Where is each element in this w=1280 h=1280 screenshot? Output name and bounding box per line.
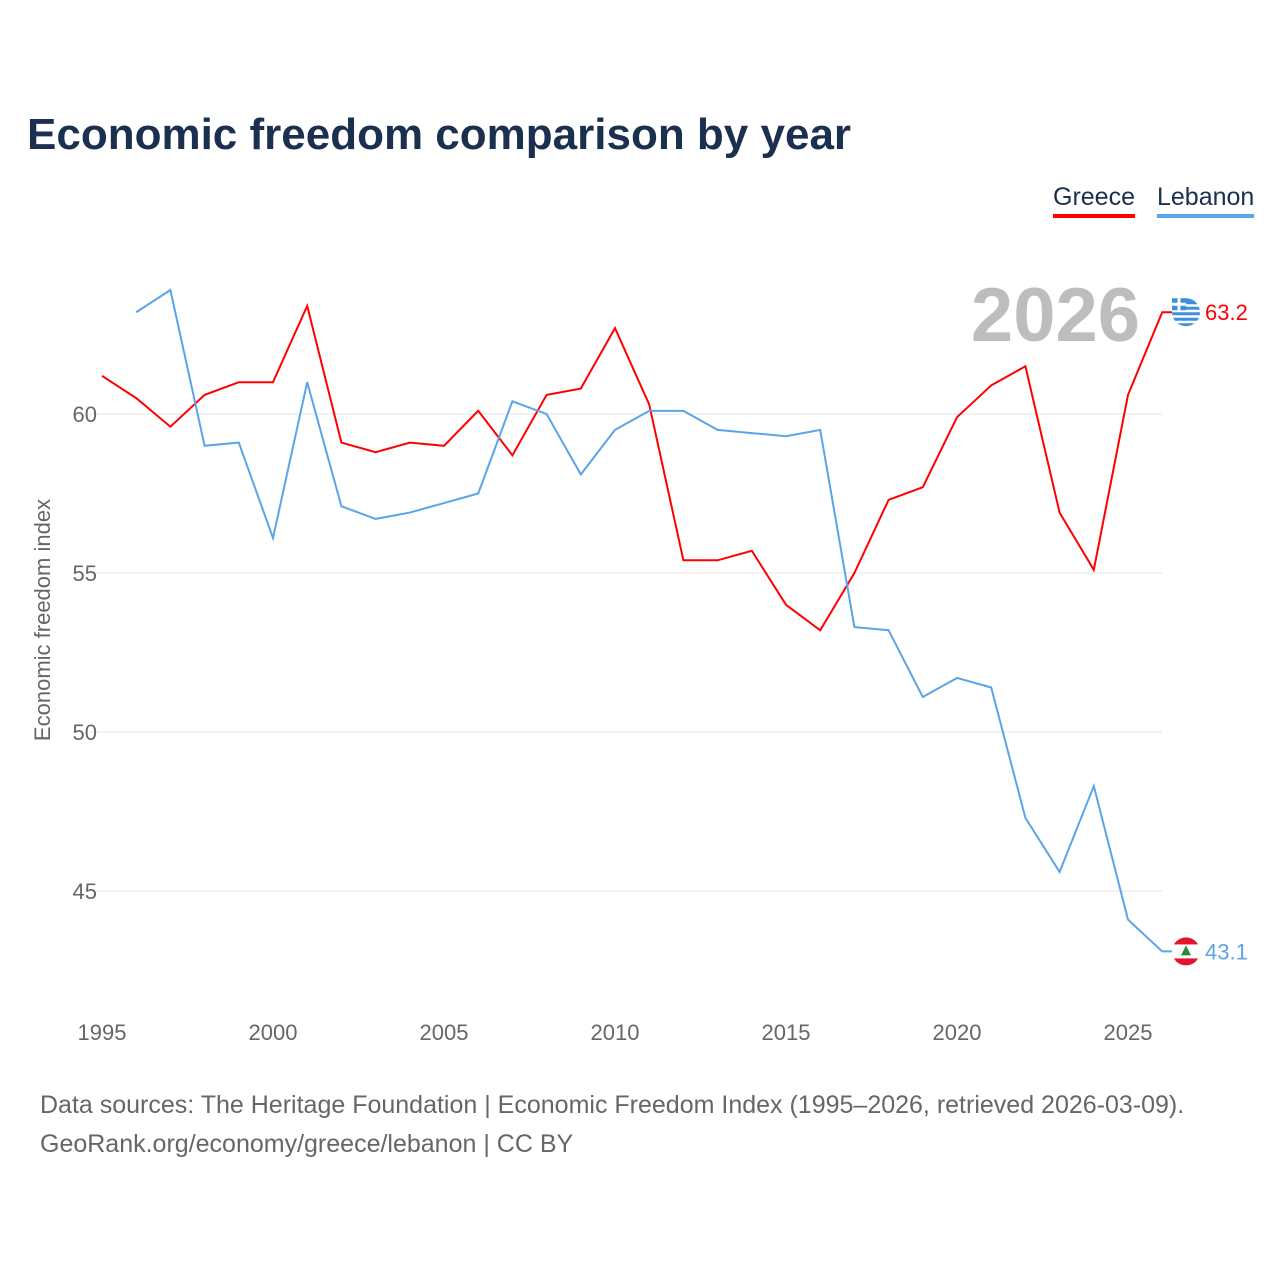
x-tick-label: 2010 xyxy=(591,1020,640,1045)
series-line-lebanon xyxy=(135,288,1172,953)
flag-stripe xyxy=(1172,309,1200,313)
x-tick-label: 2025 xyxy=(1104,1020,1153,1045)
flag-stripe xyxy=(1172,315,1200,318)
y-tick-label: 55 xyxy=(73,561,97,586)
year-label: 2026 xyxy=(971,273,1140,358)
x-tick-label: 2020 xyxy=(933,1020,982,1045)
end-value-label-lebanon: 43.1 xyxy=(1205,939,1248,964)
y-axis-label: Economic freedom index xyxy=(30,499,55,741)
source-line-1: Data sources: The Heritage Foundation | … xyxy=(40,1091,1185,1119)
end-value-label-greece: 63.2 xyxy=(1205,300,1248,325)
source-line-2[interactable]: GeoRank.org/economy/greece/lebanon | CC … xyxy=(40,1130,574,1158)
cedar-icon xyxy=(1181,945,1191,956)
source-note: Data sources: The Heritage Foundation | … xyxy=(40,1086,1184,1164)
y-tick-label: 50 xyxy=(73,720,97,745)
x-tick-label: 1995 xyxy=(78,1020,127,1045)
x-tick-label: 2015 xyxy=(762,1020,811,1045)
chart-title: Economic freedom comparison by year xyxy=(27,110,852,159)
y-tick-label: 45 xyxy=(73,879,97,904)
flag-cross xyxy=(1177,298,1181,311)
flag-stripe xyxy=(1172,320,1200,324)
legend-lebanon[interactable]: Lebanon xyxy=(1157,183,1255,218)
legend-greece[interactable]: Greece xyxy=(1053,183,1135,218)
x-tick-label: 2000 xyxy=(249,1020,298,1045)
x-tick-label: 2005 xyxy=(420,1020,469,1045)
y-tick-label: 60 xyxy=(73,402,97,427)
